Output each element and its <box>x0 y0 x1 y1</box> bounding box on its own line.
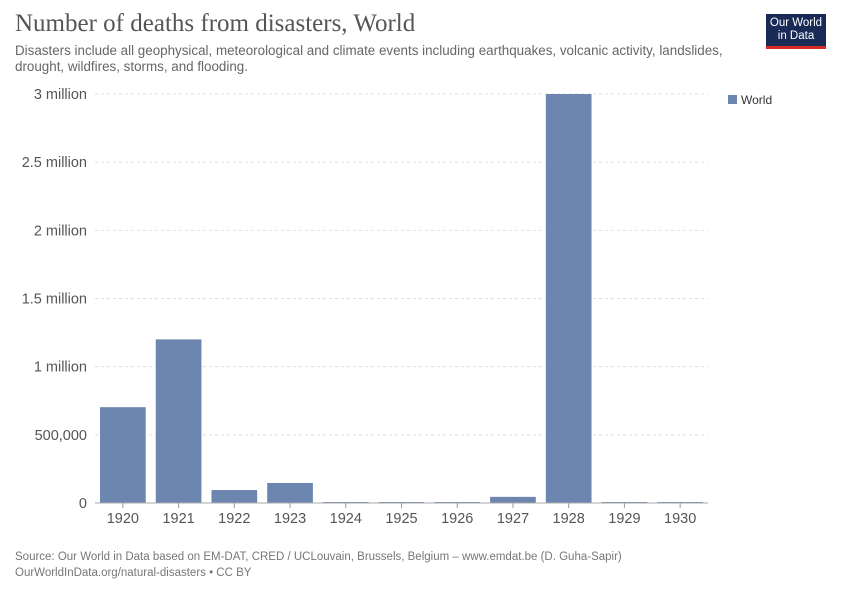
x-tick-label: 1926 <box>441 511 473 527</box>
bar-1923 <box>267 482 313 503</box>
owid-logo[interactable]: Our World in Data <box>766 14 826 49</box>
x-tick-label: 1923 <box>274 511 306 527</box>
bar-1927 <box>490 496 536 503</box>
logo-line-2: in Data <box>777 30 815 42</box>
x-tick-label: 1929 <box>608 511 640 527</box>
x-tick-label: 1930 <box>664 511 696 527</box>
logo-line-1: Our World <box>769 17 823 29</box>
x-tick-label: 1925 <box>385 511 417 527</box>
x-tick-label: 1921 <box>162 511 194 527</box>
y-tick-label: 500,000 <box>35 428 87 444</box>
legend-label: World <box>741 93 772 107</box>
source-url[interactable]: OurWorldInData.org/natural-disasters • C… <box>15 567 252 579</box>
y-tick-label: 1 million <box>34 360 87 376</box>
legend-swatch <box>728 95 737 104</box>
bar-1928 <box>545 94 592 503</box>
source-note: Source: Our World in Data based on EM-DA… <box>15 551 622 563</box>
y-tick-label: 3 million <box>34 87 87 103</box>
bar-1921 <box>155 339 202 503</box>
y-tick-label: 2.5 million <box>22 155 87 171</box>
x-tick-label: 1922 <box>218 511 250 527</box>
x-tick-label: 1924 <box>330 511 362 527</box>
y-tick-label: 2 million <box>34 223 87 239</box>
chart-subtitle: Disasters include all geophysical, meteo… <box>15 43 723 74</box>
chart-footer: Source: Our World in Data based on EM-DA… <box>15 549 622 581</box>
y-tick-label: 0 <box>79 496 87 512</box>
chart-title: Number of deaths from disasters, World <box>15 10 416 37</box>
x-tick-label: 1928 <box>553 511 585 527</box>
bar-1920 <box>100 407 146 503</box>
x-tick-label: 1927 <box>497 511 529 527</box>
x-tick-label: 1920 <box>107 511 139 527</box>
y-tick-label: 1.5 million <box>22 292 87 308</box>
bar-1922 <box>211 490 258 503</box>
